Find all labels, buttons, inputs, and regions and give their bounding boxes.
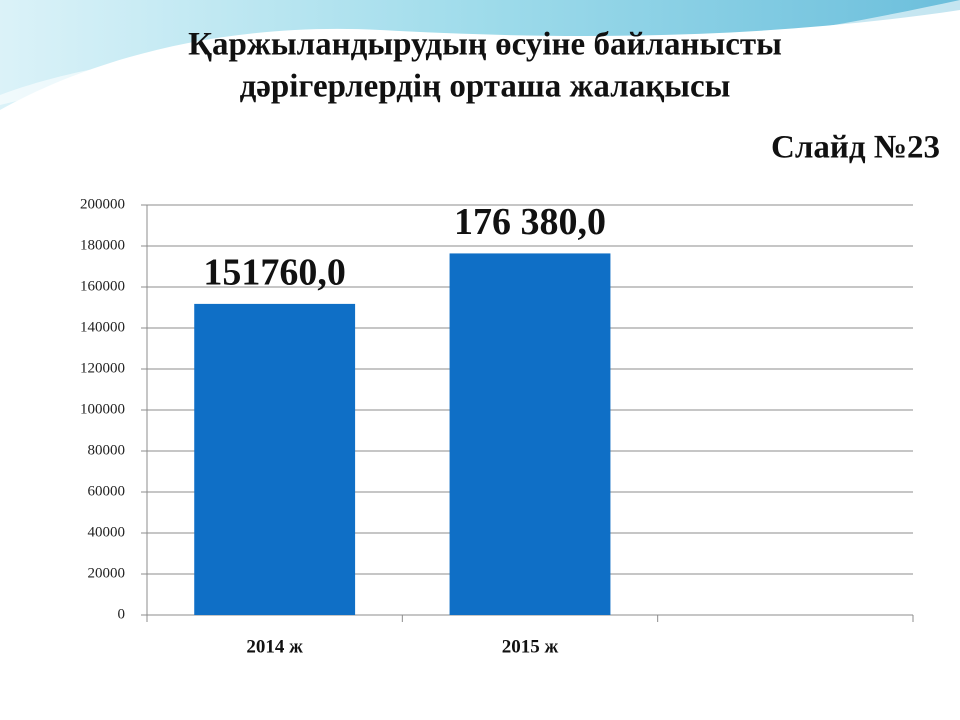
y-tick-label: 80000 xyxy=(88,442,126,458)
y-tick-label: 160000 xyxy=(80,278,125,294)
x-tick-label: 2015 ж xyxy=(502,636,559,657)
data-label: 151760,0 xyxy=(203,252,346,294)
y-tick-label: 140000 xyxy=(80,319,125,335)
y-tick-label: 100000 xyxy=(80,401,125,417)
background-wave-highlight xyxy=(0,0,960,105)
y-tick-label: 0 xyxy=(118,606,126,622)
y-tick-label: 40000 xyxy=(88,524,126,540)
data-label: 176 380,0 xyxy=(454,201,606,243)
y-tick-label: 120000 xyxy=(80,360,125,376)
x-tick-label: 2014 ж xyxy=(246,636,303,657)
y-tick-label: 180000 xyxy=(80,237,125,253)
chart-title: Қаржыландырудың өсуіне байланысты xyxy=(188,27,782,63)
y-tick-label: 60000 xyxy=(88,483,126,499)
slide-number: Слайд №23 xyxy=(771,130,940,166)
background-wave xyxy=(0,0,960,110)
bar xyxy=(449,253,611,615)
chart-title: дәрігерлердің орташа жалақысы xyxy=(240,69,731,105)
bar xyxy=(194,303,356,615)
y-tick-label: 200000 xyxy=(80,196,125,212)
y-tick-label: 20000 xyxy=(88,565,126,581)
